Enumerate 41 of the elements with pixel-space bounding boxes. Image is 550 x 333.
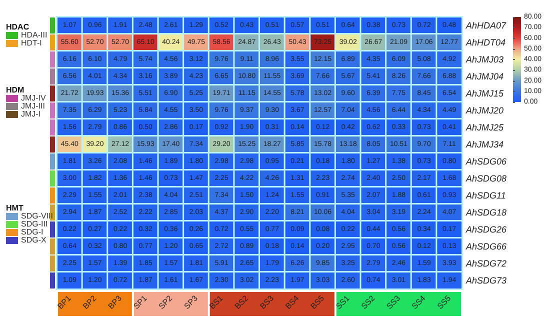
y-tick-label: AhSDG73: [465, 276, 507, 286]
x-tick-label: BS2: [232, 293, 250, 311]
x-tick-label: BS4: [284, 293, 302, 311]
y-tick-label: AhJMJ03: [465, 54, 504, 64]
y-tick-label: AhJMJ25: [465, 122, 505, 132]
text: SDG-X: [21, 236, 47, 244]
x-tick-label: SS2: [360, 293, 377, 311]
text: HDA-III: [21, 30, 48, 40]
y-tick-label: AhHDA07: [465, 20, 508, 30]
y-tick-label: AhJMJ15: [465, 88, 505, 98]
y-tick-label: AhJMJ04: [465, 72, 504, 82]
text: JMJ-IV: [21, 94, 47, 102]
y-tick-label: AhSDG66: [465, 242, 507, 252]
x-tick-label: SP2: [157, 293, 174, 311]
y-tick-label: AhJMJ20: [465, 106, 504, 116]
x-tick-label: BP3: [106, 293, 124, 311]
text: HDT-I: [21, 38, 42, 48]
y-tick-label: AhJMJ34: [465, 140, 504, 150]
y-tick-label: AhSDG08: [465, 174, 507, 184]
x-tick-label: BP1: [56, 293, 74, 311]
text: HDAC: [6, 22, 30, 32]
x-tick-label: BP2: [81, 293, 99, 311]
y-tick-label: AhSDG06: [465, 156, 507, 166]
y-tick-label: AhSDG18: [465, 208, 507, 218]
x-tick-label: SS3: [384, 293, 402, 311]
text: JMJ-III: [21, 102, 45, 110]
x-tick-label: SS4: [410, 293, 428, 311]
x-tick-label: BS3: [258, 293, 276, 311]
text: HDM: [6, 86, 25, 94]
text: HMT: [6, 204, 24, 212]
y-tick-label: AhSDG26: [465, 224, 507, 234]
text: SDG-I: [21, 228, 44, 236]
text: JMJ-I: [21, 110, 41, 118]
x-tick-label: SS1: [334, 293, 352, 311]
y-tick-label: AhSDG11: [465, 190, 506, 200]
text: SDG-III: [21, 220, 48, 228]
x-tick-label: SP1: [132, 293, 150, 311]
y-tick-label: AhHDT04: [465, 38, 506, 48]
x-tick-label: SP3: [182, 293, 200, 311]
y-tick-label: AhSDG72: [465, 258, 507, 268]
x-tick-label: BS1: [208, 293, 226, 311]
